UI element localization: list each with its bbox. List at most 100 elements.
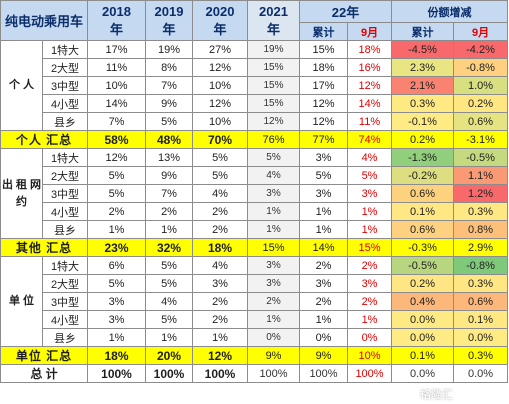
value-cell: 2%	[247, 292, 301, 311]
value-cell: 5%	[247, 148, 301, 167]
subtotal-change: 0.2%	[391, 130, 455, 149]
value-cell: 17%	[299, 76, 349, 95]
data-table: 纯电动乘用车 2018 年 2019 年 2020 年 2021 年 22年 份额增减 累计 9月 累计 9…	[0, 0, 509, 383]
segment-label: 2大型	[41, 58, 89, 77]
segment-label: 3中型	[41, 76, 89, 95]
value-cell: 11%	[87, 58, 147, 77]
value-cell: 10%	[192, 76, 249, 95]
share-change-cell: 2.3%	[391, 58, 455, 77]
value-cell: 12%	[299, 94, 349, 113]
subtotal-value: 9%	[247, 346, 301, 365]
subtotal-value: 77%	[299, 130, 349, 149]
share-change-cell: 0.6%	[391, 220, 455, 239]
value-cell: 2%	[192, 292, 249, 311]
grand-total-change: 0.0%	[391, 364, 455, 383]
header-cum-change: 累计	[391, 22, 455, 41]
value-cell: 15%	[299, 40, 349, 59]
header-sep: 9月	[347, 22, 393, 41]
subtotal-value: 15%	[347, 238, 393, 257]
value-cell: 12%	[192, 94, 249, 113]
share-change-cell: 0.3%	[453, 274, 509, 293]
segment-label: 2大型	[41, 166, 89, 185]
table-row: 县乡 7% 5% 10% 12% 12% 11% -0.1% 0.6%	[1, 112, 509, 131]
table-row: 单 位 1特大 6% 5% 4% 3% 2% 2% -0.5% -0.8%	[0, 256, 509, 347]
segment-label: 3中型	[41, 292, 89, 311]
value-cell: 3%	[247, 184, 301, 203]
value-cell: 5%	[87, 166, 147, 185]
value-cell: 1%	[347, 220, 393, 239]
share-change-cell: 0.3%	[391, 94, 455, 113]
value-cell: 5%	[347, 166, 393, 185]
value-cell: 2%	[192, 202, 249, 221]
table-row: 4小型 3% 5% 2% 1% 1% 1% 0.0% 0.1%	[1, 310, 509, 329]
table-row: 个 人 1特大 17% 19% 27% 19% 15% 18% -4.5% -4.2%	[0, 40, 509, 131]
share-change-cell: 0.0%	[453, 328, 509, 347]
header-year-2019: 2019 年	[145, 0, 194, 41]
value-cell: 8%	[145, 58, 194, 77]
value-cell: 4%	[247, 166, 301, 185]
grand-total-value: 100%	[145, 364, 194, 383]
subtotal-value: 18%	[192, 238, 249, 257]
value-cell: 1%	[145, 220, 194, 239]
share-change-cell: 0.6%	[453, 292, 509, 311]
subtotal-change: 0.1%	[391, 346, 455, 365]
subtotal-change: 2.9%	[453, 238, 509, 257]
value-cell: 10%	[87, 76, 147, 95]
subtotal-value: 12%	[192, 346, 249, 365]
value-cell: 1%	[247, 220, 301, 239]
table-row: 3中型 5% 7% 4% 3% 3% 3% 0.6% 1.2%	[1, 184, 509, 203]
share-change-cell: 0.0%	[391, 328, 455, 347]
subtotal-value: 48%	[145, 130, 194, 149]
share-change-cell: -1.3%	[391, 148, 455, 167]
value-cell: 3%	[299, 184, 349, 203]
header-row: 累计 9月 累计 9月	[1, 22, 509, 41]
header-year-2021: 2021 年	[247, 0, 301, 41]
value-cell: 1%	[145, 328, 194, 347]
value-cell: 12%	[247, 112, 301, 131]
header-year-2020: 2020 年	[192, 0, 249, 41]
share-change-cell: 0.2%	[453, 94, 509, 113]
share-change-cell: 1.1%	[453, 166, 509, 185]
value-cell: 0%	[247, 328, 301, 347]
value-cell: 1%	[247, 310, 301, 329]
table-row: 4小型 14% 9% 12% 15% 12% 14% 0.3% 0.2%	[1, 94, 509, 113]
segment-label: 3中型	[41, 184, 89, 203]
value-cell: 18%	[299, 58, 349, 77]
value-cell: 9%	[145, 94, 194, 113]
value-cell: 1%	[87, 328, 147, 347]
subtotal-value: 70%	[192, 130, 249, 149]
value-cell: 12%	[192, 58, 249, 77]
subtotal-change: -0.3%	[391, 238, 455, 257]
subtotal-value: 58%	[87, 130, 147, 149]
value-cell: 2%	[299, 256, 349, 275]
value-cell: 2%	[87, 202, 147, 221]
value-cell: 11%	[347, 112, 393, 131]
year-suffix: 年	[213, 21, 227, 37]
subtotal-value: 15%	[247, 238, 301, 257]
segment-label: 1特大	[41, 256, 89, 275]
value-cell: 7%	[145, 184, 194, 203]
subtotal-change: -3.1%	[453, 130, 509, 149]
year-suffix: 年	[267, 21, 281, 37]
value-cell: 4%	[192, 184, 249, 203]
group-label: 单 位	[0, 256, 43, 347]
value-cell: 1%	[299, 220, 349, 239]
value-cell: 1%	[192, 328, 249, 347]
value-cell: 10%	[192, 112, 249, 131]
value-cell: 19%	[247, 40, 301, 59]
grand-total-value: 100%	[192, 364, 249, 383]
value-cell: 1%	[347, 202, 393, 221]
value-cell: 3%	[347, 274, 393, 293]
year-suffix: 年	[162, 21, 176, 37]
value-cell: 14%	[87, 94, 147, 113]
value-cell: 15%	[247, 76, 301, 95]
header-title: 纯电动乘用车	[0, 0, 89, 41]
value-cell: 2%	[192, 310, 249, 329]
share-change-cell: -4.2%	[453, 40, 509, 59]
value-cell: 4%	[192, 256, 249, 275]
value-cell: 7%	[87, 112, 147, 131]
share-change-cell: -0.1%	[391, 112, 455, 131]
table-row: 出 租 网 约 1特大 12% 13% 5% 5% 3% 4% -1.3% -0.5%	[0, 148, 509, 239]
header-row: 纯电动乘用车 2018 年 2019 年 2020 年 2021 年 22年 份额增减	[0, 0, 509, 41]
share-change-cell: 1.2%	[453, 184, 509, 203]
